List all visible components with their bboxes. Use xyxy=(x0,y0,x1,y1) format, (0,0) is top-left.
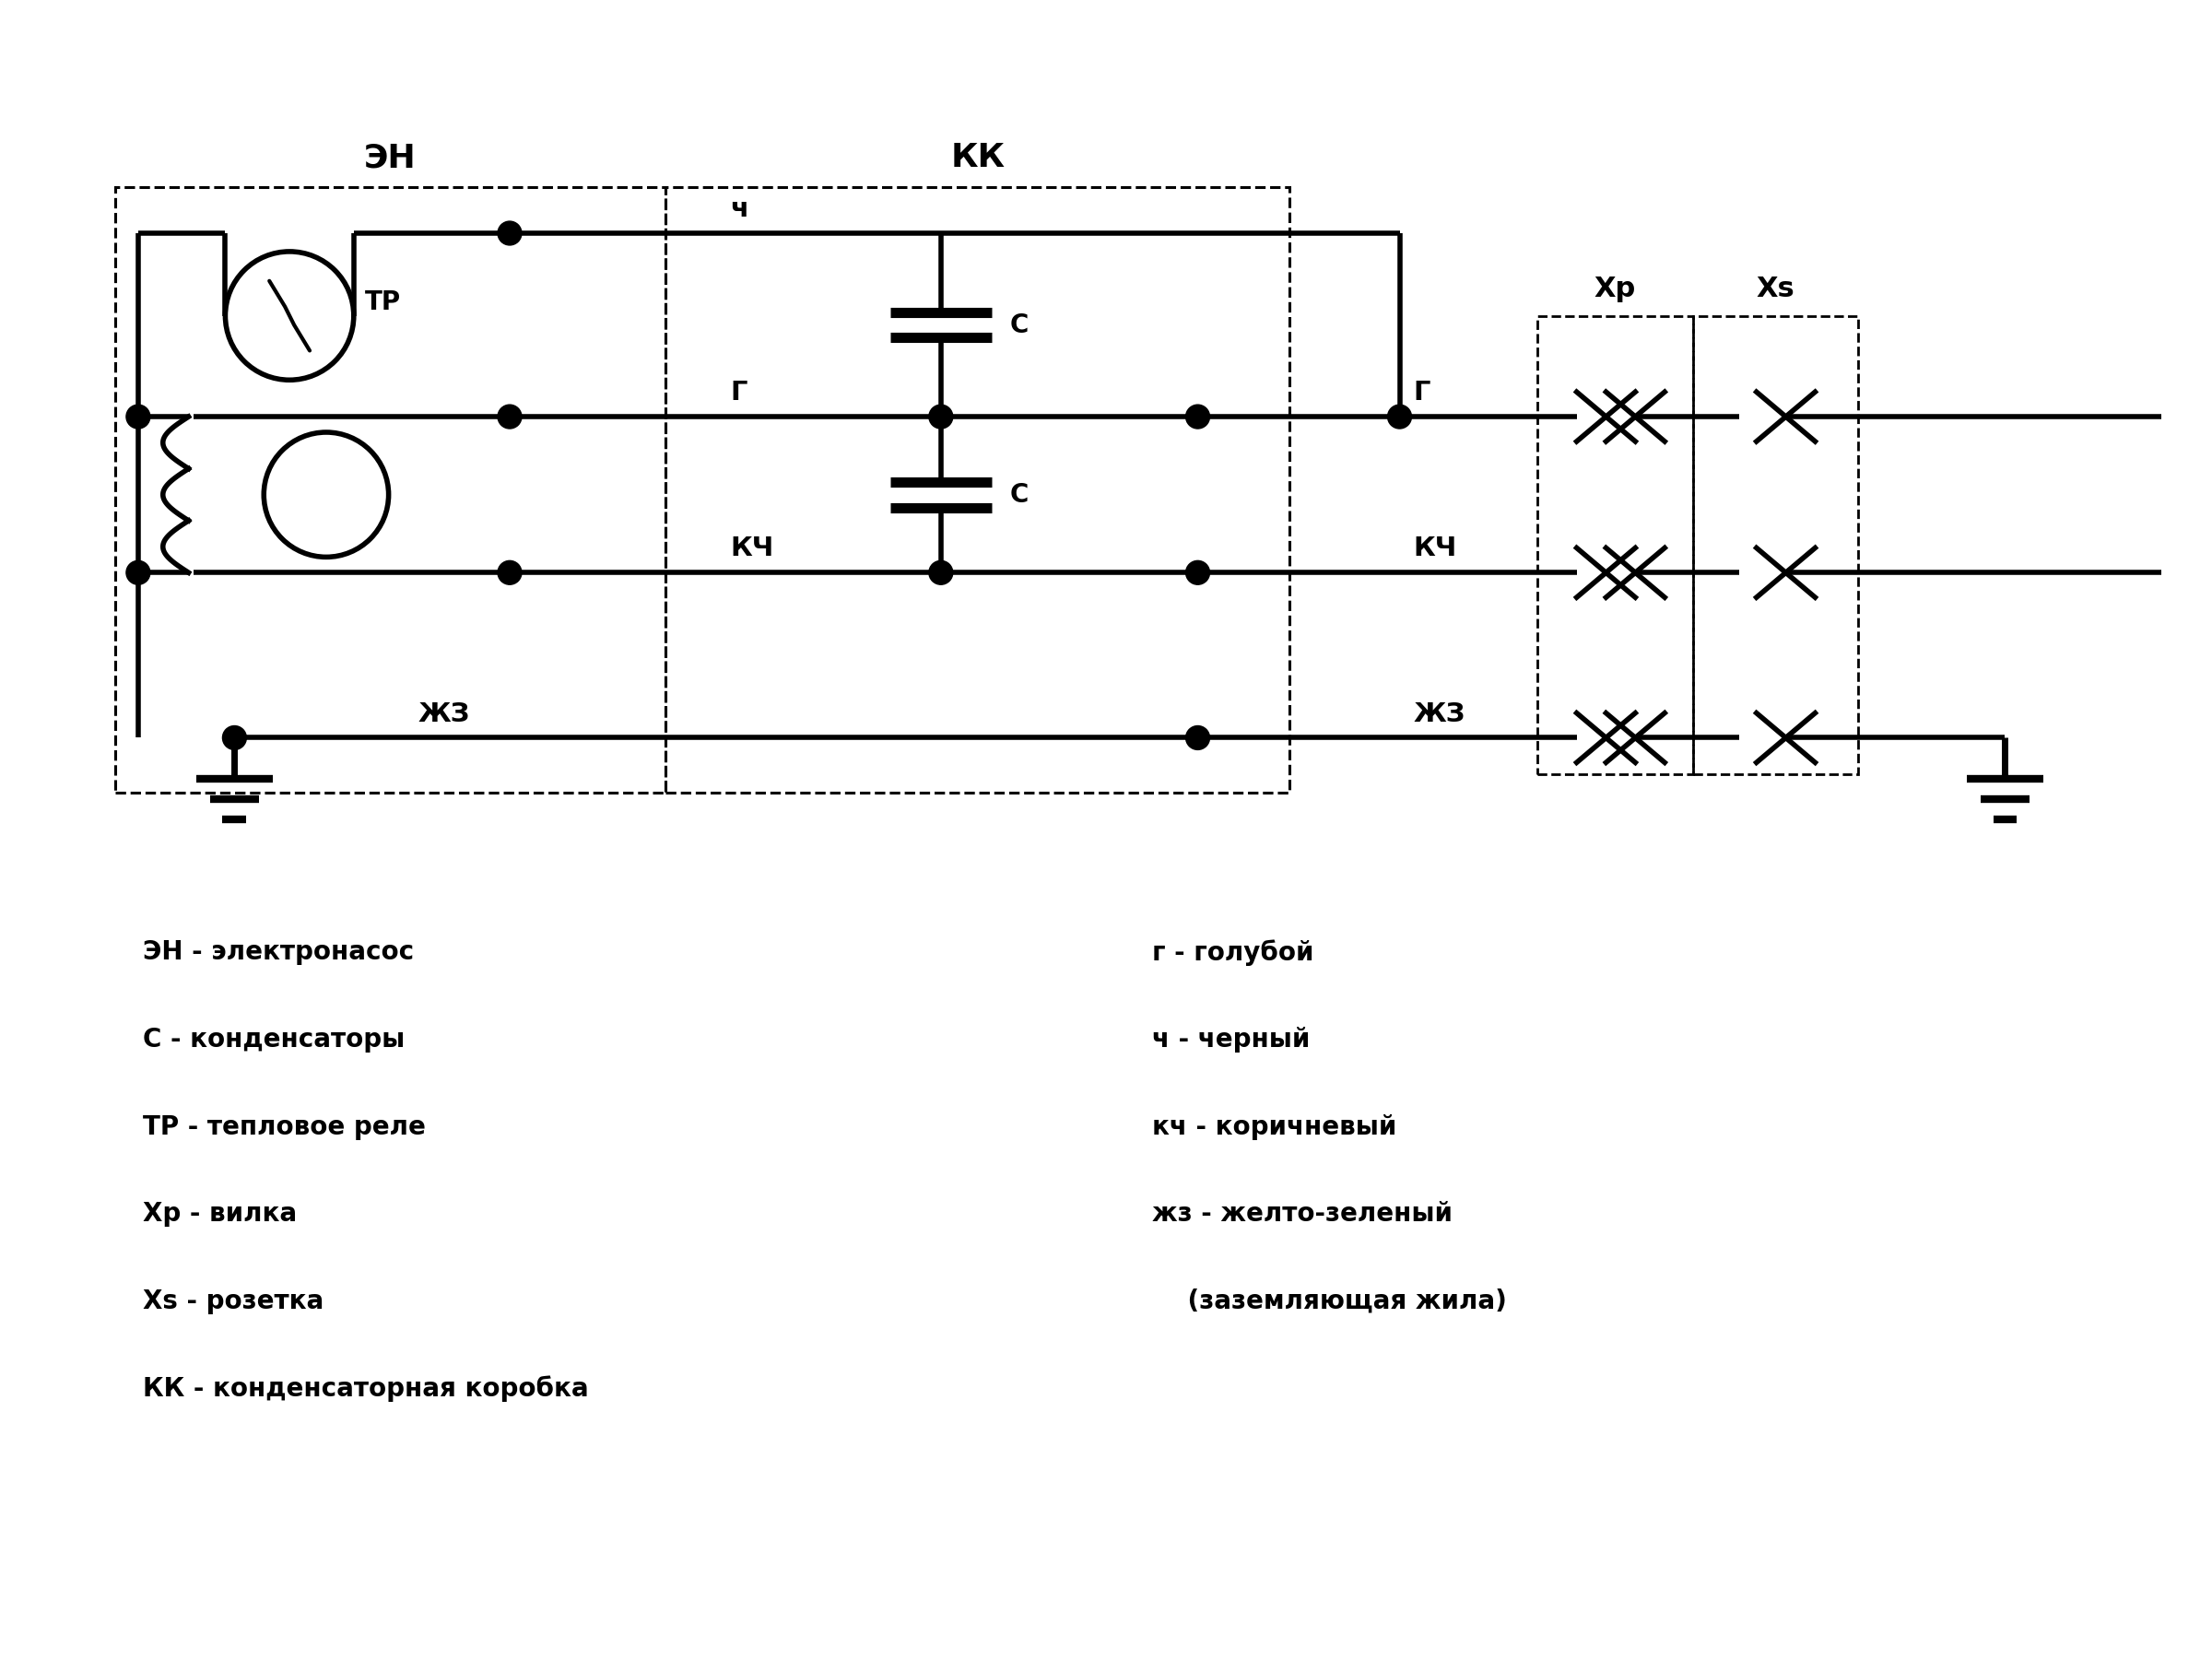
Circle shape xyxy=(1186,405,1210,428)
Text: (заземляющая жила): (заземляющая жила) xyxy=(1152,1287,1506,1314)
Text: КЧ: КЧ xyxy=(730,536,774,562)
Circle shape xyxy=(498,221,522,246)
Text: кч - коричневый: кч - коричневый xyxy=(1152,1113,1396,1140)
Text: ч - черный: ч - черный xyxy=(1152,1027,1310,1052)
Text: Хр: Хр xyxy=(1595,275,1637,302)
Circle shape xyxy=(929,405,953,428)
Circle shape xyxy=(498,561,522,584)
Text: С: С xyxy=(1009,481,1029,508)
Circle shape xyxy=(126,561,150,584)
Circle shape xyxy=(223,727,246,750)
Text: ЖЗ: ЖЗ xyxy=(418,702,469,727)
Text: ТР - тепловое реле: ТР - тепловое реле xyxy=(144,1113,425,1140)
Text: г - голубой: г - голубой xyxy=(1152,939,1314,966)
Text: ТР: ТР xyxy=(365,289,400,315)
Text: Г: Г xyxy=(1413,380,1431,406)
Text: жз - желто-зеленый: жз - желто-зеленый xyxy=(1152,1201,1453,1228)
Circle shape xyxy=(1387,405,1411,428)
Circle shape xyxy=(1186,561,1210,584)
Text: КК - конденсаторная коробка: КК - конденсаторная коробка xyxy=(144,1375,588,1402)
Text: С: С xyxy=(1009,312,1029,338)
Circle shape xyxy=(498,405,522,428)
Circle shape xyxy=(1186,727,1210,750)
Text: Xs - розетка: Xs - розетка xyxy=(144,1287,323,1314)
Text: ЭН: ЭН xyxy=(365,143,416,174)
Circle shape xyxy=(929,561,953,584)
Text: Xs: Xs xyxy=(1756,275,1794,302)
Text: ЖЗ: ЖЗ xyxy=(1413,702,1464,727)
Text: ч: ч xyxy=(730,196,748,222)
Circle shape xyxy=(126,405,150,428)
Text: С - конденсаторы: С - конденсаторы xyxy=(144,1027,405,1052)
Text: КК: КК xyxy=(951,143,1004,174)
Text: Г: Г xyxy=(730,380,748,406)
Text: КЧ: КЧ xyxy=(1413,536,1458,562)
Text: Хр - вилка: Хр - вилка xyxy=(144,1201,296,1228)
Text: ЭН - электронасос: ЭН - электронасос xyxy=(144,939,414,966)
